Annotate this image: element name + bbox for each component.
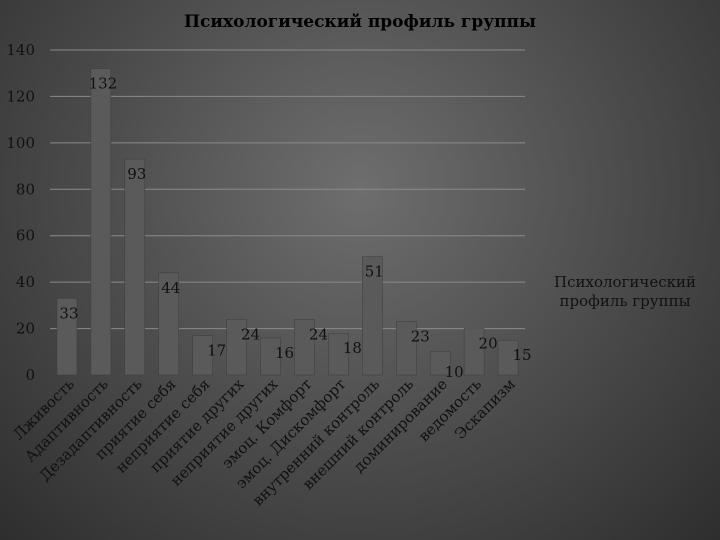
- y-tick-label: 20: [16, 320, 35, 338]
- grid-lines: [50, 49, 525, 330]
- data-label: 93: [127, 165, 146, 183]
- bar: [192, 335, 213, 376]
- y-tick-label: 140: [6, 41, 35, 59]
- bar: [463, 328, 485, 376]
- bar: [362, 256, 383, 376]
- data-label: 132: [89, 75, 118, 93]
- y-tick-label: 120: [6, 87, 35, 105]
- bar: [90, 68, 112, 376]
- data-label: 44: [161, 279, 180, 297]
- bar: [56, 298, 78, 376]
- data-label: 33: [59, 304, 78, 322]
- legend-label: Психологический профиль группы: [554, 273, 696, 310]
- data-label: 16: [275, 344, 294, 362]
- data-label: 24: [309, 325, 328, 343]
- bar: [158, 272, 179, 376]
- data-labels: 33 132 93 44 17 24 16 24 18 51 23 10 20 15: [59, 75, 531, 381]
- data-label: 23: [411, 328, 430, 346]
- data-label: 51: [365, 263, 384, 281]
- data-label: 20: [479, 335, 498, 353]
- data-label: 15: [512, 346, 531, 364]
- y-tick-label: 0: [25, 366, 35, 384]
- y-tick-label: 40: [16, 273, 35, 291]
- legend: Психологический профиль группы: [554, 273, 696, 310]
- data-label: 18: [343, 339, 362, 357]
- bar: [328, 332, 349, 376]
- bar: [260, 337, 281, 376]
- data-label: 17: [207, 342, 226, 360]
- data-label: 10: [445, 363, 464, 381]
- y-axis: 0 20 40 60 80 100 120 140: [6, 41, 35, 384]
- x-axis-labels: ЛживостьАдаптивностьДезадаптивностьприят…: [9, 375, 519, 510]
- y-tick-label: 60: [16, 227, 35, 245]
- bar: [497, 339, 519, 376]
- data-label: 24: [241, 325, 260, 343]
- y-tick-label: 80: [16, 180, 35, 198]
- bar: [294, 319, 315, 376]
- bar: [226, 319, 247, 376]
- bar: [396, 321, 417, 376]
- bar: [429, 351, 451, 376]
- bars-group: [56, 68, 519, 376]
- y-tick-label: 100: [6, 134, 35, 152]
- bar: [124, 158, 146, 376]
- chart-title: Психологический профиль группы: [184, 12, 536, 32]
